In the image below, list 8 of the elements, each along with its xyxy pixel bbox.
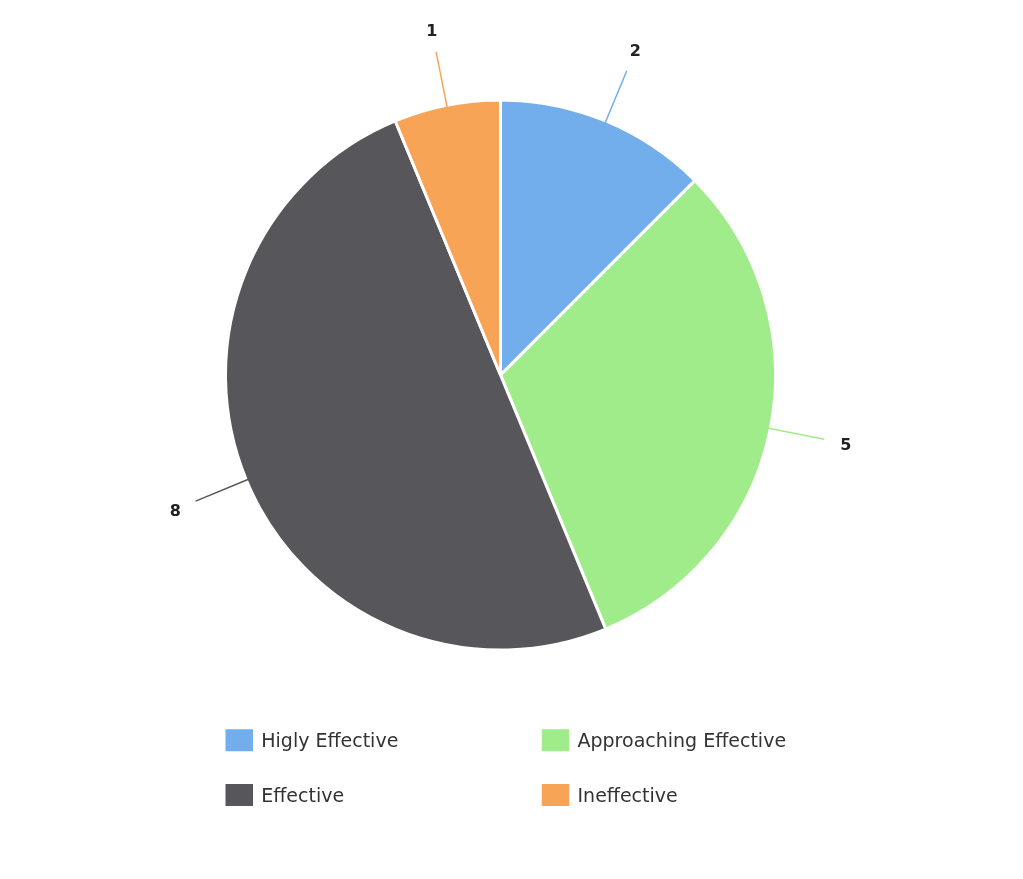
legend-label: Approaching Effective xyxy=(577,729,787,752)
data-label: 8 xyxy=(169,500,181,520)
data-label: 1 xyxy=(426,21,438,41)
legend-label: Effective xyxy=(261,784,345,807)
data-label: 2 xyxy=(629,41,641,61)
legend-label: Higly Effective xyxy=(261,729,399,752)
data-label: 5 xyxy=(840,434,852,454)
legend-label: Ineffective xyxy=(577,784,678,807)
